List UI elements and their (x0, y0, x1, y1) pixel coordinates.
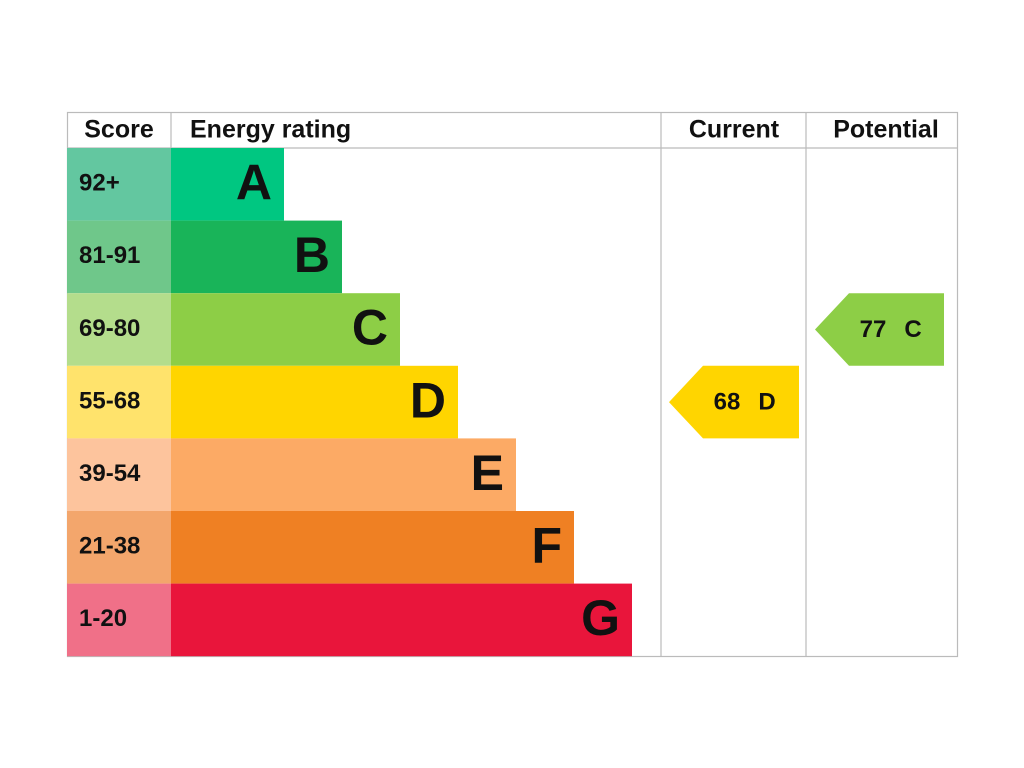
current-arrow (669, 365, 799, 439)
score-range: 69-80 (79, 315, 140, 342)
potential-arrow (815, 293, 944, 366)
rating-bar (171, 293, 400, 366)
header-score: Score (84, 116, 154, 144)
score-cell (67, 365, 171, 439)
header-potential: Potential (833, 116, 939, 144)
rating-letter: E (471, 445, 504, 501)
rating-letter: G (581, 590, 620, 646)
score-cell (67, 293, 171, 366)
score-cell (67, 220, 171, 294)
score-cell (67, 511, 171, 584)
header-rating: Energy rating (190, 116, 351, 144)
rating-bar (171, 438, 516, 511)
rating-letter: C (352, 300, 388, 356)
current-score: 68 (714, 388, 741, 415)
potential-rating: C (904, 316, 921, 343)
score-cell (67, 148, 171, 221)
rating-bar (171, 365, 458, 439)
current-rating: D (758, 388, 775, 415)
score-range: 55-68 (79, 387, 140, 414)
rating-letter: F (531, 518, 562, 574)
score-cell (67, 438, 171, 511)
score-range: 39-54 (79, 460, 141, 487)
header-current: Current (689, 116, 780, 144)
rating-bar (171, 148, 284, 221)
rating-bar (171, 220, 342, 294)
rating-bar (171, 583, 632, 657)
score-range: 81-91 (79, 242, 140, 269)
score-cell (67, 583, 171, 657)
rating-letter: A (236, 155, 272, 211)
score-range: 21-38 (79, 533, 140, 560)
score-range: 1-20 (79, 605, 127, 632)
rating-letter: B (294, 227, 330, 283)
potential-score: 77 (860, 316, 887, 343)
rating-letter: D (410, 372, 446, 428)
score-range: 92+ (79, 170, 120, 197)
rating-bar (171, 511, 574, 584)
